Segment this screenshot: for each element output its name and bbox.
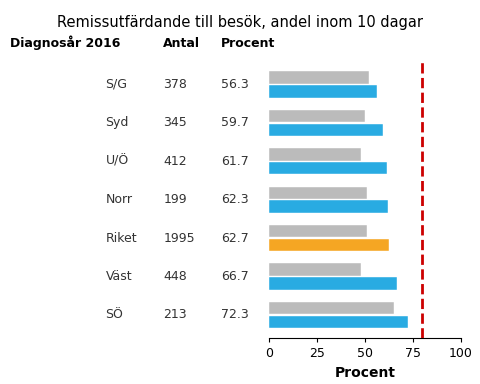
Text: Antal: Antal bbox=[163, 37, 200, 50]
Text: Väst: Väst bbox=[106, 270, 132, 283]
Text: 61.7: 61.7 bbox=[221, 155, 249, 168]
Bar bbox=[269, 85, 377, 98]
Bar bbox=[269, 148, 361, 161]
Text: 412: 412 bbox=[163, 155, 187, 168]
Bar bbox=[269, 277, 397, 290]
Text: Riket: Riket bbox=[106, 232, 137, 245]
Text: 59.7: 59.7 bbox=[221, 116, 249, 129]
Bar bbox=[269, 225, 367, 237]
Text: 378: 378 bbox=[163, 78, 187, 91]
Text: 62.3: 62.3 bbox=[221, 193, 249, 206]
Text: SÖ: SÖ bbox=[106, 308, 123, 321]
Text: 213: 213 bbox=[163, 308, 187, 321]
Text: Remissutfärdande till besök, andel inom 10 dagar: Remissutfärdande till besök, andel inom … bbox=[57, 15, 423, 30]
Text: Syd: Syd bbox=[106, 116, 129, 129]
X-axis label: Procent: Procent bbox=[334, 366, 396, 379]
Text: 66.7: 66.7 bbox=[221, 270, 249, 283]
Text: Diagnosår 2016: Diagnosår 2016 bbox=[10, 35, 120, 50]
Bar bbox=[269, 162, 387, 174]
Text: 1995: 1995 bbox=[163, 232, 195, 245]
Text: Procent: Procent bbox=[221, 37, 275, 50]
Bar bbox=[269, 316, 408, 328]
Bar bbox=[269, 302, 394, 314]
Text: 56.3: 56.3 bbox=[221, 78, 249, 91]
Text: 448: 448 bbox=[163, 270, 187, 283]
Text: U/Ö: U/Ö bbox=[106, 155, 129, 168]
Bar bbox=[269, 110, 365, 122]
Bar bbox=[269, 263, 361, 276]
Bar bbox=[269, 124, 384, 136]
Bar bbox=[269, 239, 389, 251]
Text: 72.3: 72.3 bbox=[221, 308, 249, 321]
Text: 199: 199 bbox=[163, 193, 187, 206]
Bar bbox=[269, 187, 367, 199]
Text: 62.7: 62.7 bbox=[221, 232, 249, 245]
Bar bbox=[269, 200, 388, 213]
Text: 345: 345 bbox=[163, 116, 187, 129]
Text: Norr: Norr bbox=[106, 193, 132, 206]
Bar bbox=[269, 71, 369, 84]
Text: S/G: S/G bbox=[106, 78, 128, 91]
